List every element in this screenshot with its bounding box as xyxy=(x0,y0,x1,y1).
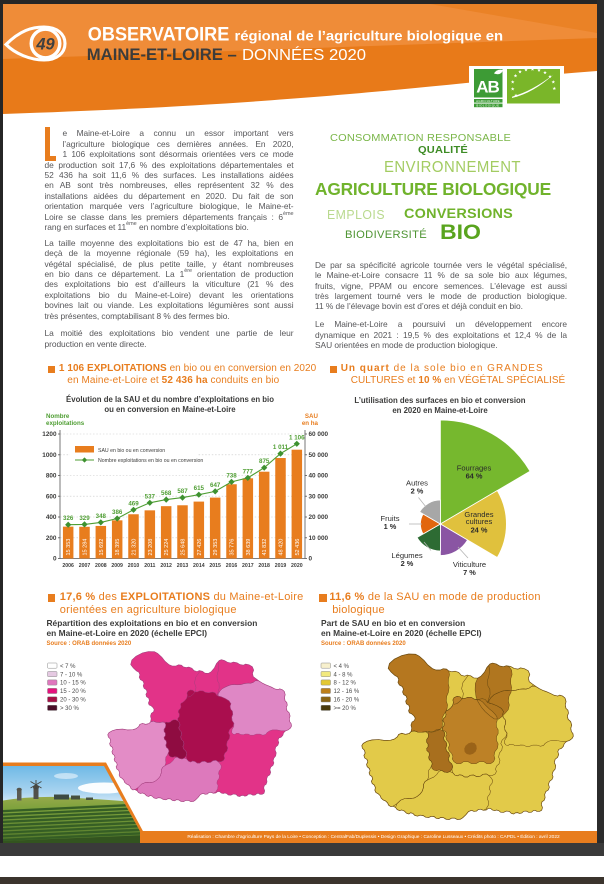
svg-text:AB: AB xyxy=(476,78,499,97)
svg-text:15 284: 15 284 xyxy=(83,539,89,556)
svg-text:18 395: 18 395 xyxy=(115,539,121,556)
svg-text:200: 200 xyxy=(46,535,57,542)
svg-text:41 832: 41 832 xyxy=(262,539,268,556)
svg-text:8 - 12 %: 8 - 12 % xyxy=(334,681,357,687)
svg-text:1 011: 1 011 xyxy=(273,444,289,451)
svg-text:2006: 2006 xyxy=(62,563,74,569)
svg-text:25 648: 25 648 xyxy=(181,539,187,556)
svg-text:régional de l’agriculture biol: régional de l’agriculture biologique en xyxy=(235,29,504,44)
svg-text:40 000: 40 000 xyxy=(309,473,329,480)
svg-text:1200: 1200 xyxy=(42,431,57,438)
svg-text:15 353: 15 353 xyxy=(66,539,72,556)
svg-text:2008: 2008 xyxy=(95,563,107,569)
svg-text:2 %: 2 % xyxy=(411,487,424,496)
svg-text:348: 348 xyxy=(96,513,107,520)
svg-text:60 000: 60 000 xyxy=(309,431,329,438)
svg-text:27 426: 27 426 xyxy=(197,539,203,556)
svg-text:738: 738 xyxy=(226,472,237,479)
svg-text:329: 329 xyxy=(79,515,90,522)
svg-text:1 106: 1 106 xyxy=(289,434,305,441)
svg-text:2011: 2011 xyxy=(144,563,155,569)
svg-text:537: 537 xyxy=(145,493,156,500)
svg-text:2 %: 2 % xyxy=(401,559,414,568)
svg-text:2009: 2009 xyxy=(111,563,123,569)
svg-text:1 %: 1 % xyxy=(384,522,397,531)
svg-text:15 - 20 %: 15 - 20 % xyxy=(60,689,86,695)
svg-text:DONNÉES 2020: DONNÉES 2020 xyxy=(242,45,366,64)
svg-text:>= 20 %: >= 20 % xyxy=(334,706,357,712)
svg-text:AGRICULTURE: AGRICULTURE xyxy=(476,99,500,103)
svg-text:49: 49 xyxy=(35,36,55,54)
svg-text:7 %: 7 % xyxy=(463,568,476,577)
svg-text:< 4 %: < 4 % xyxy=(334,664,350,670)
svg-text:2020: 2020 xyxy=(291,563,303,569)
svg-text:MAINE-ET-LOIRE –: MAINE-ET-LOIRE – xyxy=(87,45,237,64)
svg-text:2016: 2016 xyxy=(226,563,238,569)
svg-text:Fruits: Fruits xyxy=(381,514,400,523)
svg-text:cultures: cultures xyxy=(466,517,493,526)
svg-text:23 208: 23 208 xyxy=(148,539,154,556)
svg-text:615: 615 xyxy=(194,485,205,492)
svg-text:2019: 2019 xyxy=(275,563,287,569)
svg-text:2017: 2017 xyxy=(242,563,254,569)
svg-text:10 - 15 %: 10 - 15 % xyxy=(60,681,86,687)
svg-text:29 353: 29 353 xyxy=(213,539,219,556)
svg-text:> 30 %: > 30 % xyxy=(60,706,80,712)
svg-text:20 - 30 %: 20 - 30 % xyxy=(60,698,86,704)
svg-text:Légumes: Légumes xyxy=(391,551,422,560)
svg-text:48 420: 48 420 xyxy=(279,539,285,556)
svg-text:0: 0 xyxy=(309,556,313,563)
svg-text:SAU en bio ou en conversion: SAU en bio ou en conversion xyxy=(98,448,165,454)
svg-text:7 - 10 %: 7 - 10 % xyxy=(60,672,83,678)
svg-text:326: 326 xyxy=(63,515,74,522)
svg-text:OBSERVATOIRE: OBSERVATOIRE xyxy=(88,24,230,46)
svg-text:52 436: 52 436 xyxy=(295,539,301,556)
svg-text:BIOLOGIQUE: BIOLOGIQUE xyxy=(476,104,499,108)
svg-text:Autres: Autres xyxy=(406,479,428,488)
svg-text:15 692: 15 692 xyxy=(99,539,105,556)
svg-text:24 %: 24 % xyxy=(471,525,488,534)
svg-text:64 %: 64 % xyxy=(466,472,483,481)
svg-text:1000: 1000 xyxy=(42,452,57,459)
svg-text:38 639: 38 639 xyxy=(246,539,252,556)
svg-text:30 000: 30 000 xyxy=(309,493,329,500)
svg-text:2010: 2010 xyxy=(128,563,140,569)
svg-text:777: 777 xyxy=(243,468,254,475)
svg-text:2012: 2012 xyxy=(160,563,172,569)
svg-text:2007: 2007 xyxy=(79,563,91,569)
svg-text:386: 386 xyxy=(112,509,123,516)
svg-text:0: 0 xyxy=(53,556,57,563)
svg-text:Viticulture: Viticulture xyxy=(453,560,486,569)
svg-text:2013: 2013 xyxy=(177,563,189,569)
svg-text:Grandes: Grandes xyxy=(464,510,493,519)
svg-text:587: 587 xyxy=(177,488,188,495)
svg-text:Nombre exploitations en bio ou: Nombre exploitations en bio ou en conver… xyxy=(98,458,203,464)
svg-text:16 - 20 %: 16 - 20 % xyxy=(334,698,360,704)
svg-text:875: 875 xyxy=(259,458,270,465)
svg-text:< 7 %: < 7 % xyxy=(60,664,76,670)
svg-text:400: 400 xyxy=(46,514,57,521)
svg-text:21 320: 21 320 xyxy=(132,539,138,556)
svg-text:25 224: 25 224 xyxy=(164,539,170,556)
svg-text:568: 568 xyxy=(161,490,172,497)
svg-text:647: 647 xyxy=(210,482,221,489)
svg-text:12 - 16 %: 12 - 16 % xyxy=(334,689,360,695)
svg-text:4 - 8 %: 4 - 8 % xyxy=(334,672,354,678)
svg-text:Fourrages: Fourrages xyxy=(457,464,492,473)
svg-text:10 000: 10 000 xyxy=(309,535,329,542)
svg-text:2018: 2018 xyxy=(258,563,270,569)
svg-text:600: 600 xyxy=(46,493,57,500)
svg-text:20 000: 20 000 xyxy=(309,514,329,521)
svg-text:35 776: 35 776 xyxy=(230,539,236,556)
svg-text:50 000: 50 000 xyxy=(309,452,329,459)
svg-text:2014: 2014 xyxy=(193,563,205,569)
svg-text:469: 469 xyxy=(128,500,139,507)
svg-text:2015: 2015 xyxy=(209,563,221,569)
svg-text:800: 800 xyxy=(46,473,57,480)
